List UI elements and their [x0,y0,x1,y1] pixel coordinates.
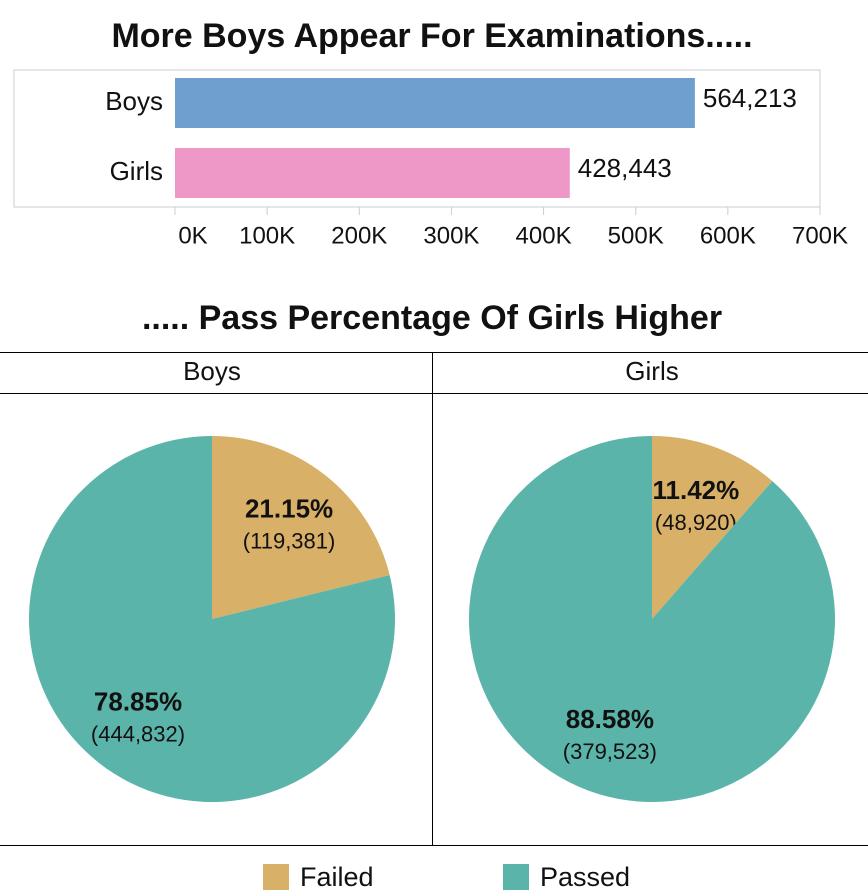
slice-count: (48,920) [655,510,737,535]
y-tick-label: Boys [105,86,163,116]
slice-percent: 21.15% [245,493,333,523]
bar [175,148,570,198]
slice-count: (379,523) [563,739,657,764]
bar-title: More Boys Appear For Examinations..... [111,17,752,55]
slice-count: (119,381) [243,528,336,553]
x-tick-label: 200K [331,222,387,249]
x-tick-label: 700K [792,222,848,249]
pie-slice [212,436,390,619]
x-tick-label: 400K [516,222,572,249]
slice-percent: 78.85% [94,686,182,716]
pie-slice [468,436,835,802]
pie-slice [652,436,773,619]
pie-title: ..... Pass Percentage Of Girls Higher [142,299,722,337]
x-tick-label: 300K [423,222,479,249]
legend-swatch [263,864,289,890]
pie-slice [28,436,396,802]
legend-label: Failed [300,862,374,892]
data-label: 564,213 [703,83,797,113]
facet-label: Girls [625,356,678,386]
x-tick-label: 600K [700,222,756,249]
data-label: 428,443 [578,153,672,183]
x-tick-label: 100K [239,222,295,249]
facet-label: Boys [183,356,241,386]
slice-percent: 11.42% [653,475,740,505]
x-tick-label: 0K [178,222,207,249]
y-tick-label: Girls [110,156,163,186]
legend-swatch [503,864,529,890]
bar [175,78,695,128]
bar-frame [13,69,821,208]
x-tick-label: 500K [608,222,664,249]
slice-percent: 88.58% [566,704,654,734]
slice-count: (444,832) [91,721,185,746]
legend-label: Passed [540,862,630,892]
